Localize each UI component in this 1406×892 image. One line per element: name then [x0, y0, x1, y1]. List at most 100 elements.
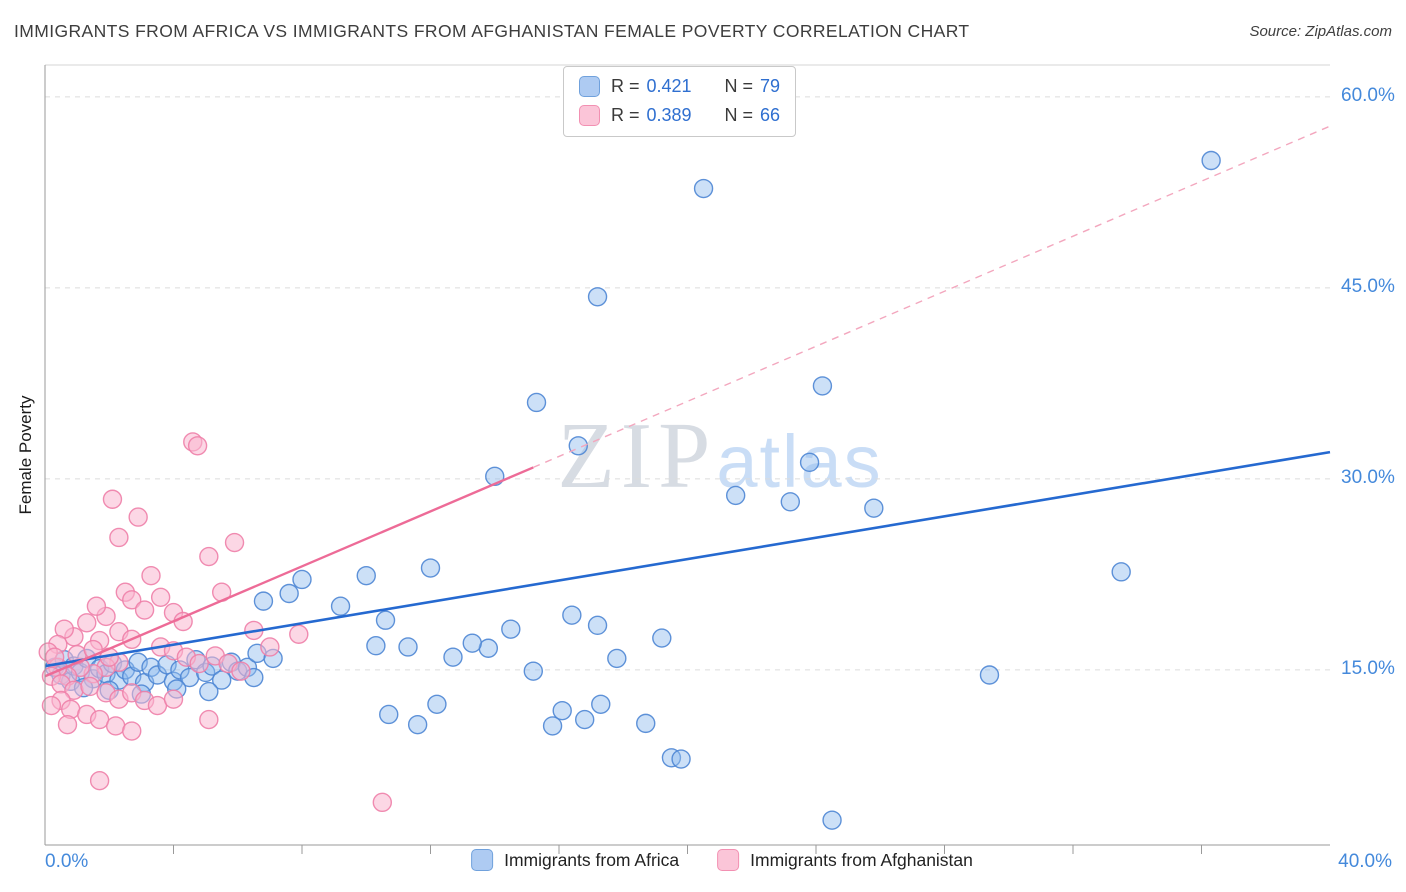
correlation-legend: R = 0.421 N = 79 R = 0.389 N = 66	[563, 66, 797, 137]
africa-point	[661, 748, 682, 768]
afghanistan-point	[134, 600, 155, 620]
africa-point	[542, 716, 563, 736]
africa-point	[575, 709, 595, 730]
africa-point	[799, 452, 820, 473]
n-value-africa: 79	[760, 76, 781, 96]
africa-point	[478, 638, 499, 658]
y-tick-45: 45.0%	[1341, 276, 1395, 297]
y-tick-15: 15.0%	[1341, 658, 1395, 679]
afghanistan-point	[199, 709, 219, 730]
africa-point	[443, 647, 463, 667]
africa-point	[199, 681, 219, 702]
r-label: R =	[611, 76, 640, 96]
x-tick-min: 0.0%	[45, 851, 89, 872]
afghanistan-point	[109, 527, 129, 548]
legend-row-afghanistan: R = 0.389 N = 66	[579, 105, 780, 126]
africa-point	[462, 633, 482, 653]
afghanistan-point	[80, 676, 100, 697]
afghanistan-point	[122, 590, 142, 610]
africa-point	[501, 619, 521, 639]
africa-point	[864, 498, 884, 518]
africa-swatch	[579, 76, 600, 97]
x-tick-max: 40.0%	[1338, 851, 1392, 872]
africa-point	[587, 615, 608, 636]
afghanistan-point	[44, 647, 65, 667]
afghanistan-point	[150, 587, 171, 608]
africa-point	[636, 713, 656, 734]
afghanistan-point	[89, 709, 110, 730]
africa-point	[812, 376, 833, 396]
n-label: N =	[724, 76, 754, 96]
source-credit: Source: ZipAtlas.com	[1249, 23, 1392, 40]
africa-point	[379, 704, 399, 725]
afghanistan-point	[231, 661, 251, 681]
legend-item-africa: Immigrants from Africa	[471, 849, 679, 871]
r-value-afghanistan: 0.389	[646, 105, 692, 125]
africa-point	[356, 565, 376, 586]
africa-point	[552, 700, 572, 721]
africa-point	[253, 591, 274, 611]
r-label: R =	[611, 105, 640, 125]
trend-line	[533, 125, 1331, 469]
africa-point	[652, 628, 672, 648]
afghanistan-point	[163, 689, 184, 709]
legend-item-label: Immigrants from Afghanistan	[750, 849, 973, 870]
n-label: N =	[724, 105, 754, 125]
afghanistan-swatch	[717, 849, 740, 871]
afghanistan-point	[147, 695, 168, 716]
africa-point	[979, 665, 1000, 685]
africa-point	[420, 558, 441, 578]
africa-point	[526, 392, 547, 413]
afghanistan-point	[105, 716, 126, 736]
africa-point	[375, 610, 396, 630]
afghanistan-swatch	[579, 105, 600, 126]
page-title: IMMIGRANTS FROM AFRICA VS IMMIGRANTS FRO…	[14, 21, 970, 41]
africa-point	[725, 485, 746, 506]
afghanistan-point	[187, 436, 208, 456]
africa-point	[671, 749, 691, 769]
afghanistan-point	[372, 792, 393, 813]
afghanistan-point	[141, 565, 161, 586]
africa-point	[562, 605, 582, 625]
africa-point	[398, 637, 418, 657]
africa-point	[780, 492, 800, 512]
africa-point	[330, 596, 351, 616]
africa-point	[1111, 562, 1131, 582]
legend-item-label: Immigrants from Africa	[504, 849, 680, 870]
legend-row-africa: R = 0.421 N = 79	[579, 76, 780, 97]
afghanistan-point	[122, 721, 142, 741]
afghanistan-point	[102, 489, 123, 509]
africa-point	[607, 648, 627, 669]
africa-point	[292, 569, 312, 590]
africa-point	[141, 657, 161, 678]
africa-point	[407, 714, 428, 735]
afghanistan-point	[89, 770, 110, 791]
afghanistan-point	[41, 695, 62, 716]
africa-point	[1201, 150, 1221, 171]
africa-swatch	[471, 849, 494, 871]
africa-point	[693, 178, 714, 199]
africa-point	[427, 694, 447, 714]
afghanistan-point	[128, 507, 148, 527]
africa-point	[587, 287, 608, 307]
afghanistan-point	[289, 624, 309, 644]
trend-line	[44, 450, 1331, 668]
afghanistan-point	[224, 532, 245, 553]
legend-item-afghanistan: Immigrants from Afghanistan	[717, 849, 973, 871]
trend-line	[44, 466, 534, 678]
y-tick-60: 60.0%	[1341, 85, 1395, 106]
africa-point	[279, 583, 299, 604]
africa-point	[591, 694, 611, 714]
afghanistan-point	[57, 714, 78, 735]
afghanistan-point	[189, 653, 209, 674]
afghanistan-point	[77, 613, 97, 633]
africa-point	[523, 661, 543, 681]
y-tick-30: 30.0%	[1341, 467, 1395, 488]
afghanistan-point	[260, 637, 280, 657]
afghanistan-point	[86, 596, 107, 616]
afghanistan-point	[199, 546, 219, 567]
africa-point	[211, 670, 232, 690]
n-value-afghanistan: 66	[760, 105, 781, 125]
